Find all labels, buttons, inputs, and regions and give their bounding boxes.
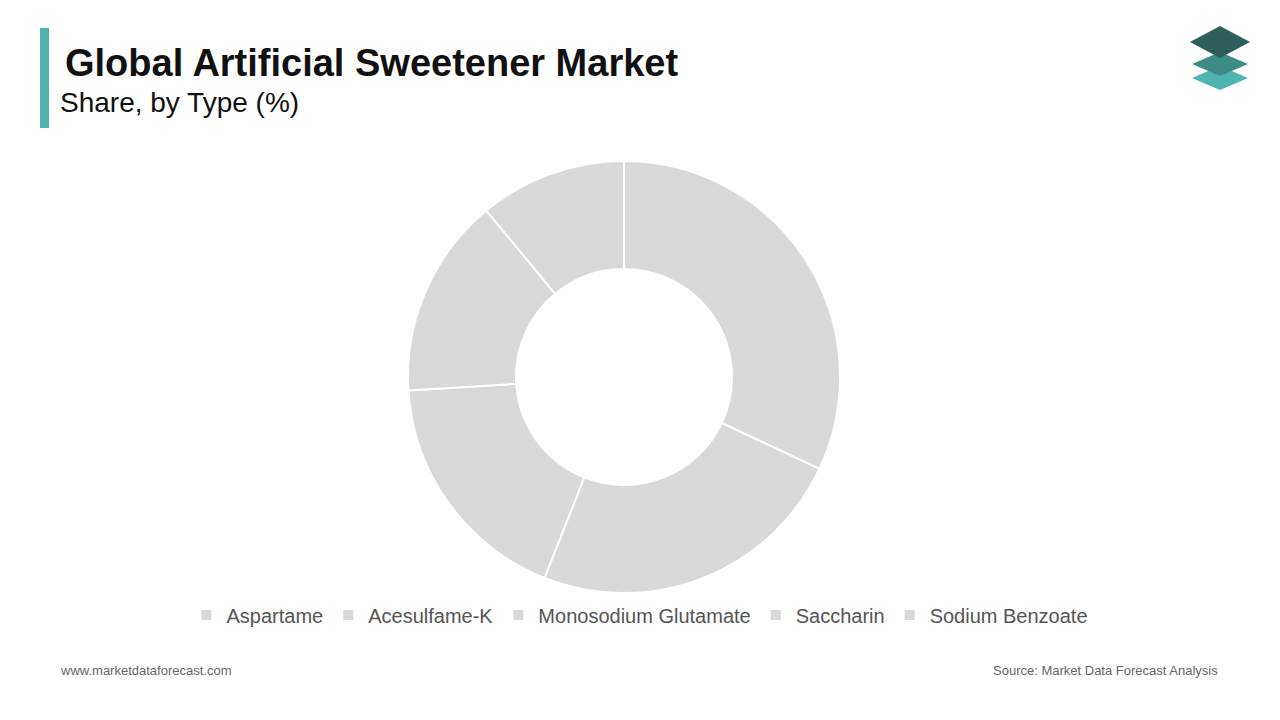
svg-text:Sodium Benzoate: Sodium Benzoate <box>930 605 1088 627</box>
svg-text:www.marketdataforecast.com: www.marketdataforecast.com <box>60 663 232 678</box>
svg-text:Saccharin: Saccharin <box>796 605 885 627</box>
svg-text:Acesulfame-K: Acesulfame-K <box>368 605 493 627</box>
svg-text:Aspartame: Aspartame <box>227 605 324 627</box>
svg-text:Source: Market Data Forecast A: Source: Market Data Forecast Analysis <box>993 663 1218 678</box>
svg-text:Share, by Type (%): Share, by Type (%) <box>60 87 299 118</box>
svg-text:Global Artificial Sweetener Ma: Global Artificial Sweetener Market <box>65 42 678 84</box>
svg-text:Monosodium Glutamate: Monosodium Glutamate <box>538 605 750 627</box>
